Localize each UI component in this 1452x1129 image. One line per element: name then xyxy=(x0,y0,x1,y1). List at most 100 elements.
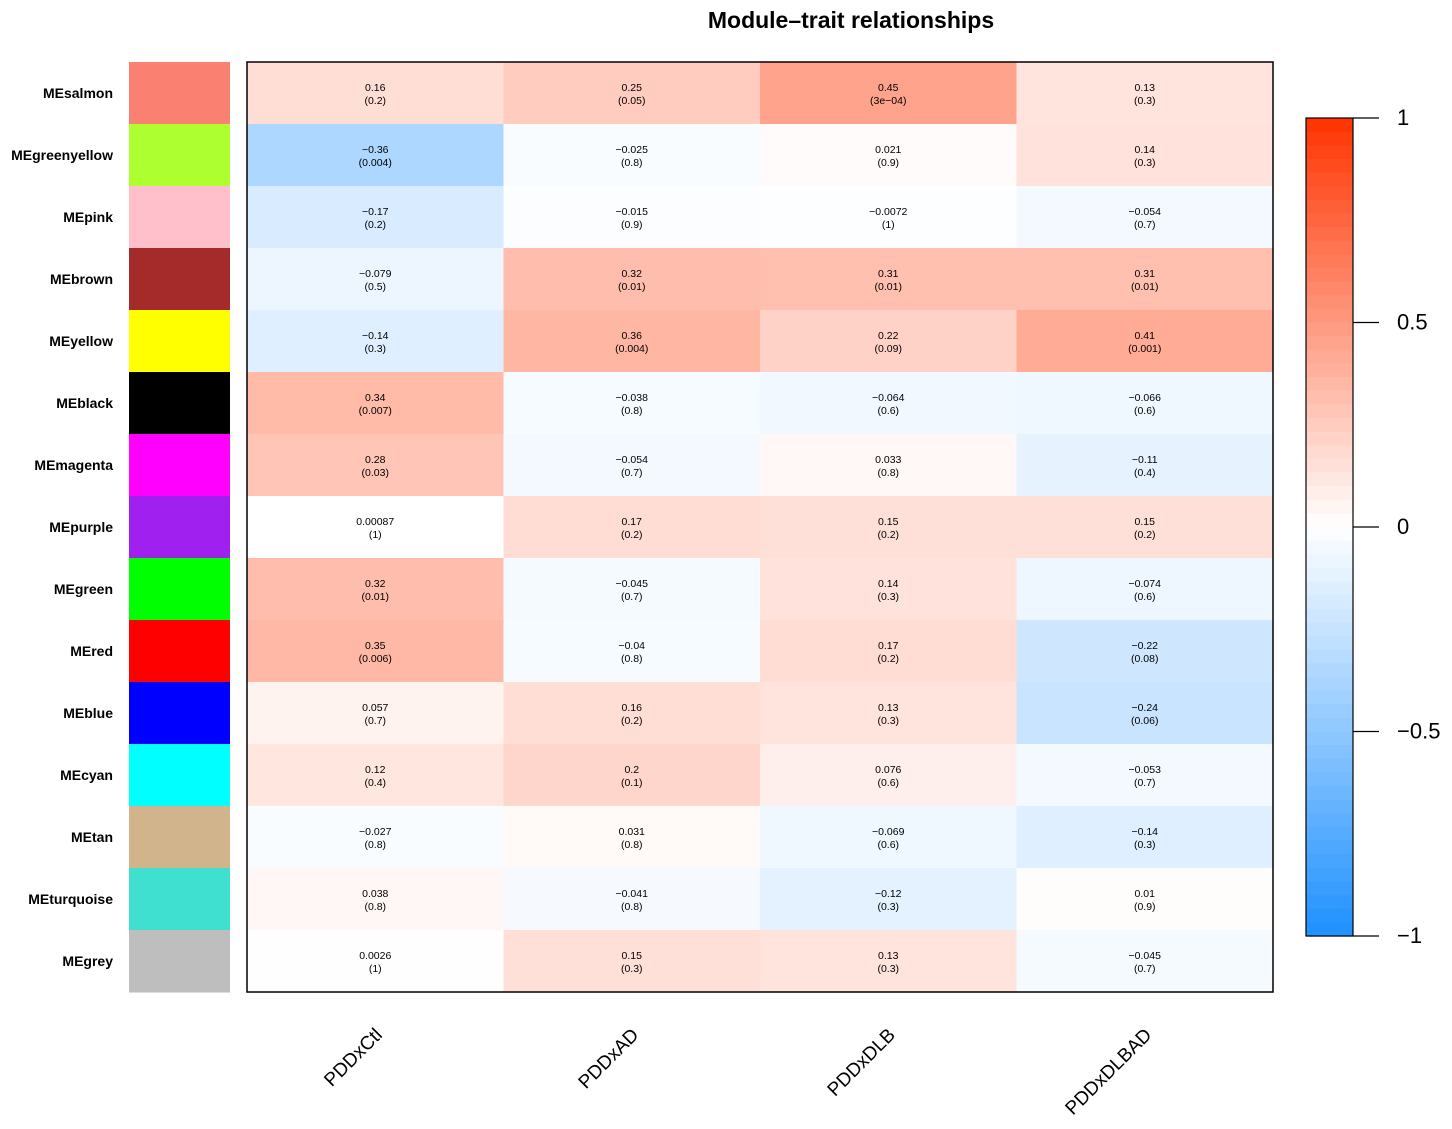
legend-gradient-step xyxy=(1306,895,1353,910)
legend-gradient-step xyxy=(1306,717,1353,733)
heatmap-cell xyxy=(760,558,1017,621)
module-swatch xyxy=(129,372,230,435)
heatmap-cell xyxy=(503,682,761,745)
cell-correlation-label: −0.12 xyxy=(875,888,902,900)
heatmap-cell xyxy=(760,124,1017,187)
cell-correlation-label: −0.045 xyxy=(1129,950,1162,962)
cell-pvalue-label: (1) xyxy=(882,219,895,231)
heatmap-cell xyxy=(1016,558,1274,621)
heatmap-cell xyxy=(760,930,1017,993)
heatmap-cell xyxy=(760,620,1017,683)
heatmap-cell xyxy=(247,806,504,869)
heatmap-cell xyxy=(1016,62,1274,125)
module-swatch xyxy=(129,620,230,683)
cell-correlation-label: 0.35 xyxy=(365,640,386,652)
cell-correlation-label: −0.025 xyxy=(616,144,649,156)
cell-correlation-label: 0.031 xyxy=(619,826,645,838)
heatmap-border xyxy=(246,61,1274,993)
cell-correlation-label: 0.32 xyxy=(365,578,386,590)
heatmap-cell xyxy=(760,868,1017,931)
cell-correlation-label: 0.038 xyxy=(362,888,388,900)
cell-correlation-label: 0.021 xyxy=(875,144,901,156)
cell-pvalue-label: (0.3) xyxy=(877,715,899,727)
legend-gradient-step xyxy=(1306,417,1353,433)
heatmap-cell xyxy=(247,868,504,931)
heatmap-cell xyxy=(1016,868,1274,931)
cell-correlation-label: 0.31 xyxy=(878,268,899,280)
heatmap-cell xyxy=(760,310,1017,373)
heatmap-cell xyxy=(503,186,761,249)
cell-correlation-label: −0.074 xyxy=(1129,578,1162,590)
legend-tick-label: 0 xyxy=(1397,514,1409,539)
row-label: MEyellow xyxy=(49,333,113,349)
heatmap-cell xyxy=(1016,806,1274,869)
legend-gradient-step xyxy=(1306,213,1353,228)
cell-correlation-label: 0.45 xyxy=(878,82,899,94)
cell-pvalue-label: (0.3) xyxy=(621,963,643,975)
legend-gradient-step xyxy=(1306,118,1353,133)
heatmap-cell xyxy=(760,186,1017,249)
legend-gradient-step xyxy=(1306,486,1353,501)
cell-correlation-label: −0.11 xyxy=(1132,454,1158,466)
cell-pvalue-label: (0.08) xyxy=(1131,653,1158,665)
heatmap-cell xyxy=(760,682,1017,745)
cell-pvalue-label: (0.7) xyxy=(1134,777,1156,789)
heatmap-cell xyxy=(247,930,504,993)
cell-pvalue-label: (0.2) xyxy=(364,95,386,107)
cell-pvalue-label: (0.006) xyxy=(359,653,392,665)
module-swatch xyxy=(129,558,230,621)
cell-pvalue-label: (0.2) xyxy=(877,653,899,665)
cell-correlation-label: 0.057 xyxy=(362,702,388,714)
cell-correlation-label: 0.15 xyxy=(622,950,643,962)
cell-pvalue-label: (0.007) xyxy=(359,405,392,417)
row-label: MEgreenyellow xyxy=(11,147,113,163)
module-swatch xyxy=(129,806,230,869)
heatmap-cell xyxy=(503,930,761,993)
cell-pvalue-label: (1) xyxy=(369,529,382,541)
legend-tick-label: −1 xyxy=(1397,923,1422,948)
legend-gradient-step xyxy=(1306,581,1353,596)
heatmap-cell xyxy=(760,806,1017,869)
legend-gradient-step xyxy=(1306,158,1353,174)
legend-gradient-step xyxy=(1306,458,1353,474)
cell-correlation-label: −0.064 xyxy=(872,392,905,404)
row-label: MEtan xyxy=(71,829,113,845)
heatmap-cell xyxy=(503,124,761,187)
heatmap-cell xyxy=(503,620,761,683)
legend-tick-label: −0.5 xyxy=(1397,719,1440,744)
cell-correlation-label: −0.015 xyxy=(616,206,649,218)
cell-correlation-label: 0.36 xyxy=(622,330,643,342)
legend-gradient-step xyxy=(1306,690,1353,705)
cell-pvalue-label: (0.03) xyxy=(362,467,389,479)
legend-gradient-step xyxy=(1306,322,1353,337)
cell-correlation-label: 0.15 xyxy=(1135,516,1156,528)
heatmap-cell xyxy=(247,186,504,249)
module-swatch xyxy=(129,310,230,373)
cell-correlation-label: −0.0072 xyxy=(869,206,907,218)
row-label: MEgrey xyxy=(62,953,113,969)
legend-gradient-step xyxy=(1306,186,1353,201)
heatmap-cell xyxy=(503,558,761,621)
legend-gradient-step xyxy=(1306,567,1353,583)
column-labels: PDDxCtl PDDxAD PDDxDLB PDDxDLBAD xyxy=(320,1025,1156,1120)
cell-correlation-label: 0.25 xyxy=(622,82,643,94)
legend-gradient-step xyxy=(1306,172,1353,187)
legend-gradient-step xyxy=(1306,308,1353,324)
cell-correlation-label: 0.31 xyxy=(1135,268,1156,280)
legend-gradient-step xyxy=(1306,813,1353,828)
heatmap-cell xyxy=(247,248,504,311)
heatmap-cell xyxy=(760,248,1017,311)
legend-gradient-step xyxy=(1306,663,1353,678)
cell-correlation-label: −0.079 xyxy=(359,268,392,280)
column-label: PDDxDLBAD xyxy=(1062,1025,1157,1120)
cell-pvalue-label: (0.8) xyxy=(621,901,643,913)
cell-correlation-label: 0.16 xyxy=(365,82,386,94)
cell-pvalue-label: (0.8) xyxy=(877,467,899,479)
legend-gradient-step xyxy=(1306,240,1353,255)
cell-pvalue-label: (0.05) xyxy=(618,95,645,107)
module-swatch xyxy=(129,124,230,187)
legend-gradient-step xyxy=(1306,527,1353,542)
cell-correlation-label: 0.15 xyxy=(878,516,899,528)
heatmap-cell xyxy=(1016,930,1274,993)
